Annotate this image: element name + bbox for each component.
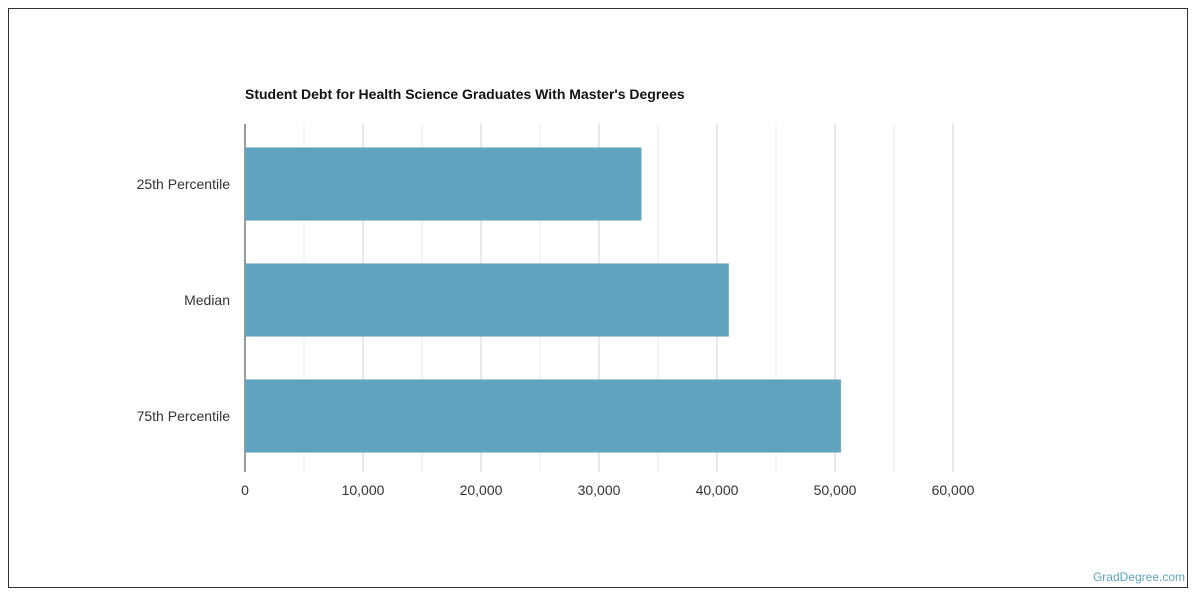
category-label: 25th Percentile [137, 176, 231, 192]
category-label: Median [184, 292, 230, 308]
x-tick-label: 40,000 [696, 482, 739, 498]
bar-median [245, 263, 729, 337]
x-tick-label: 50,000 [814, 482, 857, 498]
category-label: 75th Percentile [137, 408, 231, 424]
x-tick-label: 30,000 [578, 482, 621, 498]
bar-75th-percentile [245, 379, 841, 453]
bar-25th-percentile [245, 147, 642, 221]
x-tick-label: 10,000 [342, 482, 385, 498]
chart-frame [8, 8, 1188, 588]
x-tick-label: 20,000 [460, 482, 503, 498]
x-tick-label: 60,000 [932, 482, 975, 498]
x-tick-label: 0 [241, 482, 249, 498]
chart-title: Student Debt for Health Science Graduate… [245, 86, 685, 102]
source-credit-link[interactable]: GradDegree.com [1092, 570, 1185, 584]
